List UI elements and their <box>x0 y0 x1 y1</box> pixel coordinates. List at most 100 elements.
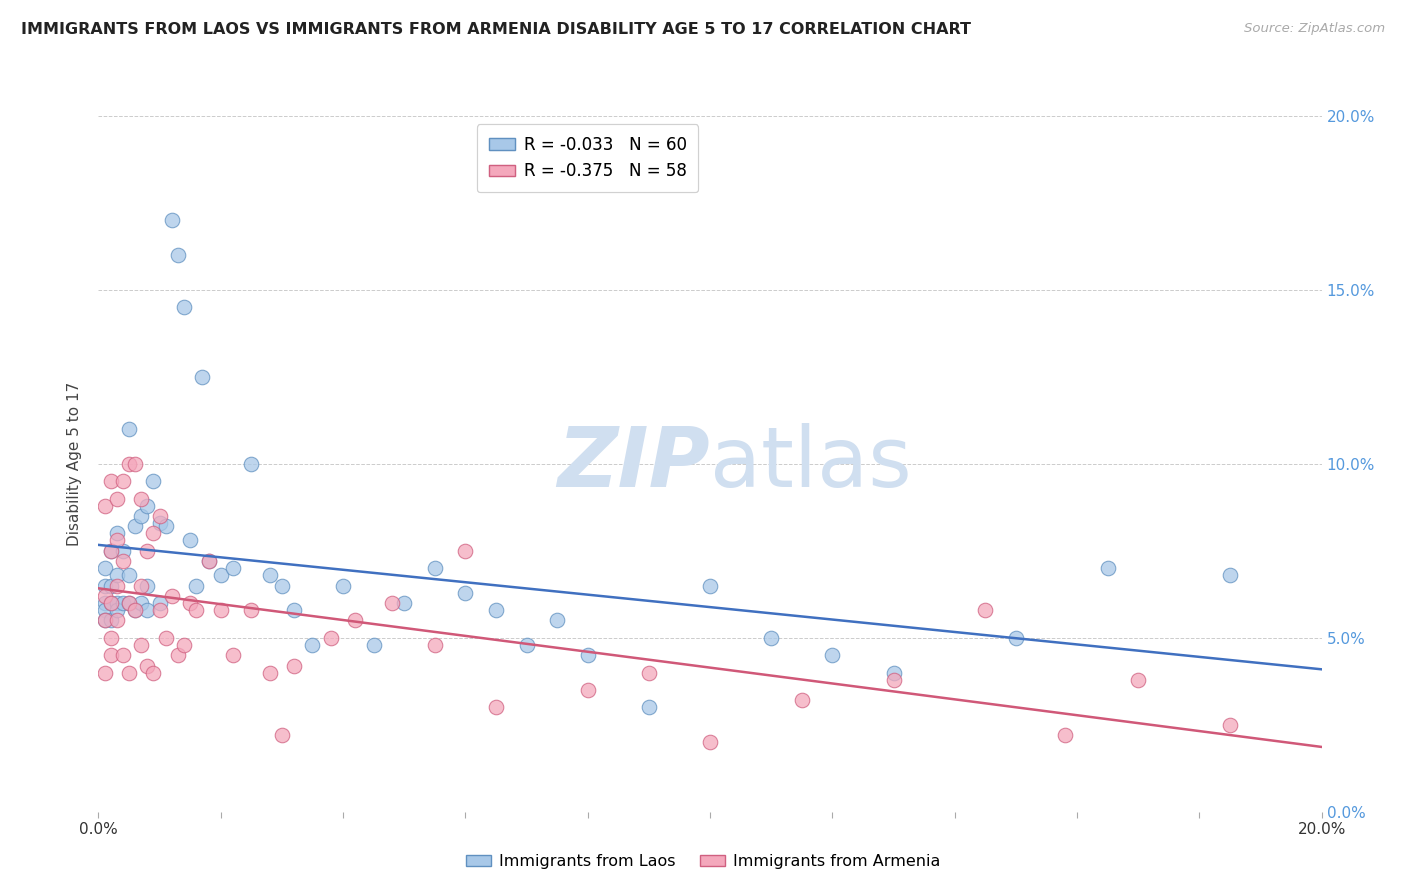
Point <box>105 568 128 582</box>
Point <box>222 648 245 662</box>
Point <box>240 457 263 471</box>
Point <box>118 596 141 610</box>
Point <box>93 589 115 603</box>
Text: IMMIGRANTS FROM LAOS VS IMMIGRANTS FROM ARMENIA DISABILITY AGE 5 TO 17 CORRELATI: IMMIGRANTS FROM LAOS VS IMMIGRANTS FROM … <box>21 22 972 37</box>
Legend: R = -0.033   N = 60, R = -0.375   N = 58: R = -0.033 N = 60, R = -0.375 N = 58 <box>477 124 699 192</box>
Point <box>179 533 201 548</box>
Point <box>637 700 661 714</box>
Point <box>100 578 122 592</box>
Point <box>142 665 165 680</box>
Point <box>222 561 245 575</box>
Legend: Immigrants from Laos, Immigrants from Armenia: Immigrants from Laos, Immigrants from Ar… <box>460 847 946 875</box>
Point <box>129 508 152 523</box>
Point <box>197 554 219 568</box>
Text: Source: ZipAtlas.com: Source: ZipAtlas.com <box>1244 22 1385 36</box>
Point <box>1097 561 1119 575</box>
Point <box>1004 631 1026 645</box>
Point <box>191 369 214 384</box>
Point <box>105 614 128 628</box>
Point <box>100 596 122 610</box>
Point <box>283 658 305 673</box>
Point <box>149 596 172 610</box>
Point <box>93 614 115 628</box>
Point <box>155 519 177 533</box>
Point <box>319 631 342 645</box>
Point <box>259 665 281 680</box>
Point <box>100 474 122 488</box>
Point <box>111 648 134 662</box>
Point <box>105 491 128 506</box>
Y-axis label: Disability Age 5 to 17: Disability Age 5 to 17 <box>67 382 83 546</box>
Point <box>160 213 183 227</box>
Point <box>637 665 661 680</box>
Point <box>118 665 141 680</box>
Point <box>392 596 416 610</box>
Point <box>301 638 323 652</box>
Point <box>240 603 263 617</box>
Point <box>197 554 219 568</box>
Point <box>1128 673 1150 687</box>
Point <box>124 519 146 533</box>
Point <box>124 603 146 617</box>
Point <box>93 665 115 680</box>
Point <box>129 638 152 652</box>
Point <box>124 603 146 617</box>
Point <box>100 648 122 662</box>
Point <box>454 543 477 558</box>
Point <box>332 578 354 592</box>
Point <box>136 578 159 592</box>
Point <box>576 683 599 698</box>
Text: atlas: atlas <box>710 424 911 504</box>
Point <box>1219 717 1241 731</box>
Point <box>179 596 201 610</box>
Point <box>516 638 538 652</box>
Point <box>149 603 172 617</box>
Point <box>111 554 134 568</box>
Point <box>209 603 232 617</box>
Point <box>136 658 159 673</box>
Point <box>93 603 115 617</box>
Point <box>93 614 115 628</box>
Point <box>173 300 195 315</box>
Point <box>100 614 122 628</box>
Point <box>363 638 385 652</box>
Point <box>142 474 165 488</box>
Point <box>790 693 813 707</box>
Point <box>142 526 165 541</box>
Point <box>167 648 190 662</box>
Point <box>259 568 281 582</box>
Point <box>485 700 508 714</box>
Point <box>129 596 152 610</box>
Point <box>111 596 134 610</box>
Point <box>270 578 292 592</box>
Point <box>209 568 232 582</box>
Point <box>699 735 721 749</box>
Point <box>576 648 599 662</box>
Point <box>546 614 568 628</box>
Point <box>105 596 128 610</box>
Point <box>186 603 208 617</box>
Point <box>93 578 115 592</box>
Point <box>93 596 115 610</box>
Point <box>105 578 128 592</box>
Point <box>118 596 141 610</box>
Point <box>105 526 128 541</box>
Point <box>821 648 844 662</box>
Point <box>485 603 508 617</box>
Point <box>136 499 159 513</box>
Point <box>129 491 152 506</box>
Point <box>105 603 128 617</box>
Point <box>129 578 152 592</box>
Point <box>1219 568 1241 582</box>
Point <box>1053 728 1076 742</box>
Point <box>93 499 115 513</box>
Point <box>883 673 905 687</box>
Point <box>136 603 159 617</box>
Point <box>111 474 134 488</box>
Point <box>118 457 141 471</box>
Point <box>149 508 172 523</box>
Point <box>974 603 997 617</box>
Point <box>186 578 208 592</box>
Point <box>423 638 446 652</box>
Point <box>105 533 128 548</box>
